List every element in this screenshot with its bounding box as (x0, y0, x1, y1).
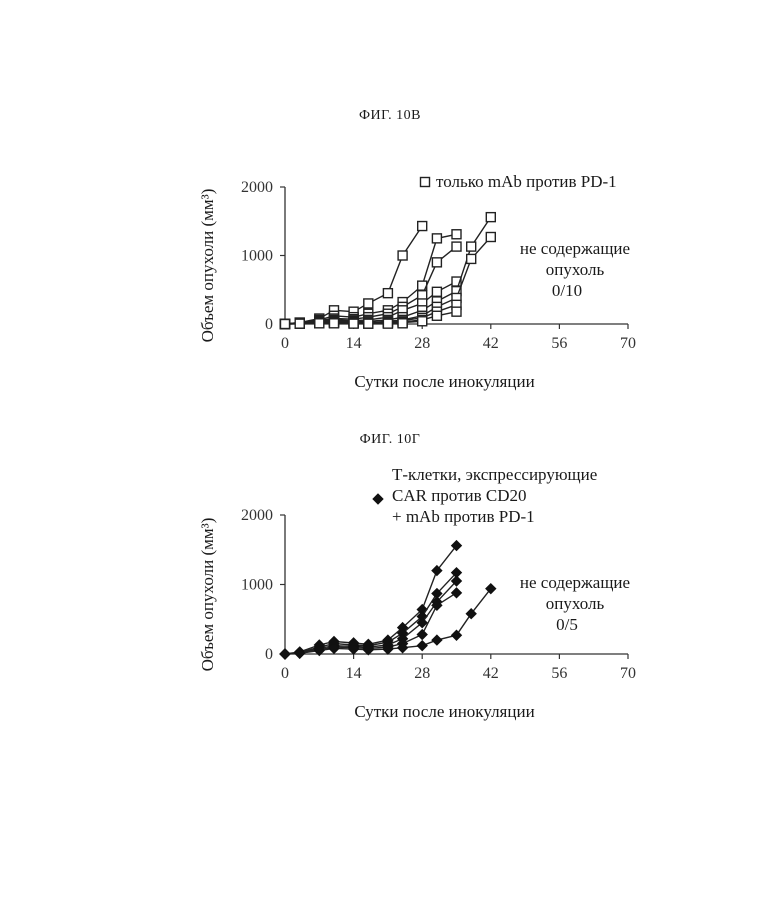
y-tick-label: 0 (265, 316, 273, 333)
data-point (398, 319, 407, 328)
y-tick-label: 2000 (241, 507, 273, 524)
data-point (432, 234, 441, 243)
annotation-line: 0/5 (556, 615, 578, 634)
x-tick-label: 0 (281, 665, 289, 682)
x-tick-label: 28 (414, 665, 430, 682)
data-point (486, 233, 495, 242)
data-point (315, 319, 324, 328)
data-point (417, 630, 427, 640)
data-point (417, 641, 427, 651)
legend-label: CAR против CD20 (392, 486, 527, 505)
legend-label: Т-клетки, экспрессирующие (392, 465, 597, 484)
legend-label: + mAb против PD-1 (392, 507, 535, 526)
x-axis-title: Сутки после инокуляции (354, 702, 534, 721)
x-tick-label: 42 (483, 665, 499, 682)
legend-marker (373, 494, 383, 504)
data-point (432, 635, 442, 645)
annotation-line: опухоль (546, 594, 605, 613)
data-point (452, 588, 462, 598)
data-point (452, 630, 462, 640)
figure-10v-title: ФИГ. 10В (0, 108, 780, 124)
data-point (281, 320, 290, 329)
tumor-free-annotation: не содержащие опухоль 0/5 (520, 573, 630, 634)
data-point (383, 319, 392, 328)
x-tick-label: 0 (281, 335, 289, 352)
y-axis-title: Объем опухоли (мм³) (198, 518, 217, 672)
x-tick-label: 70 (620, 665, 636, 682)
data-point (432, 258, 441, 267)
series-line (285, 546, 457, 654)
chart-10v: 0 14 28 42 56 70 0 1000 2000 Сутки после инокуляц… (0, 160, 780, 400)
annotation-line: не содержащие (520, 239, 630, 258)
annotation-line: 0/10 (552, 281, 582, 300)
x-tick-label: 42 (483, 335, 499, 352)
data-point (467, 242, 476, 251)
y-tick-label: 1000 (241, 248, 273, 265)
y-tick-label: 0 (265, 646, 273, 663)
data-point (364, 319, 373, 328)
data-point (452, 242, 461, 251)
data-point (364, 299, 373, 308)
legend: только mAb против PD-1 (421, 172, 617, 191)
data-point (349, 319, 358, 328)
data-point (418, 222, 427, 231)
data-point (452, 307, 461, 316)
x-tick-label: 70 (620, 335, 636, 352)
data-point (398, 251, 407, 260)
data-point (330, 319, 339, 328)
annotation-line: опухоль (546, 260, 605, 279)
data-point (432, 311, 441, 320)
tumor-free-annotation: не содержащие опухоль 0/10 (520, 239, 630, 300)
x-axis-title: Сутки после инокуляции (354, 372, 534, 391)
data-point (280, 649, 290, 659)
data-point (383, 289, 392, 298)
data-point (452, 230, 461, 239)
data-point (467, 254, 476, 263)
y-tick-label: 2000 (241, 179, 273, 196)
legend-label: только mAb против PD-1 (436, 172, 617, 191)
x-tick-label: 56 (551, 665, 567, 682)
figure-10g-title: ФИГ. 10Г (0, 432, 780, 448)
x-tick-label: 14 (346, 665, 362, 682)
annotation-line: не содержащие (520, 573, 630, 592)
data-point (486, 213, 495, 222)
plot-area: 0 14 28 42 56 70 0 1000 2000 Сутки после инокуляц… (198, 465, 636, 721)
data-point (418, 317, 427, 326)
plot-area: 0 14 28 42 56 70 0 1000 2000 Сутки после инокуляц… (198, 172, 636, 391)
chart-10g: 0 14 28 42 56 70 0 1000 2000 Сутки после инокуляц… (0, 462, 780, 732)
legend: Т-клетки, экспрессирующие CAR против CD20… (373, 465, 597, 526)
x-tick-label: 14 (346, 335, 362, 352)
y-axis-title: Объем опухоли (мм³) (198, 189, 217, 343)
y-tick-label: 1000 (241, 577, 273, 594)
data-point (295, 319, 304, 328)
data-point (432, 287, 441, 296)
x-tick-label: 28 (414, 335, 430, 352)
legend-marker (421, 178, 430, 187)
x-tick-label: 56 (551, 335, 567, 352)
